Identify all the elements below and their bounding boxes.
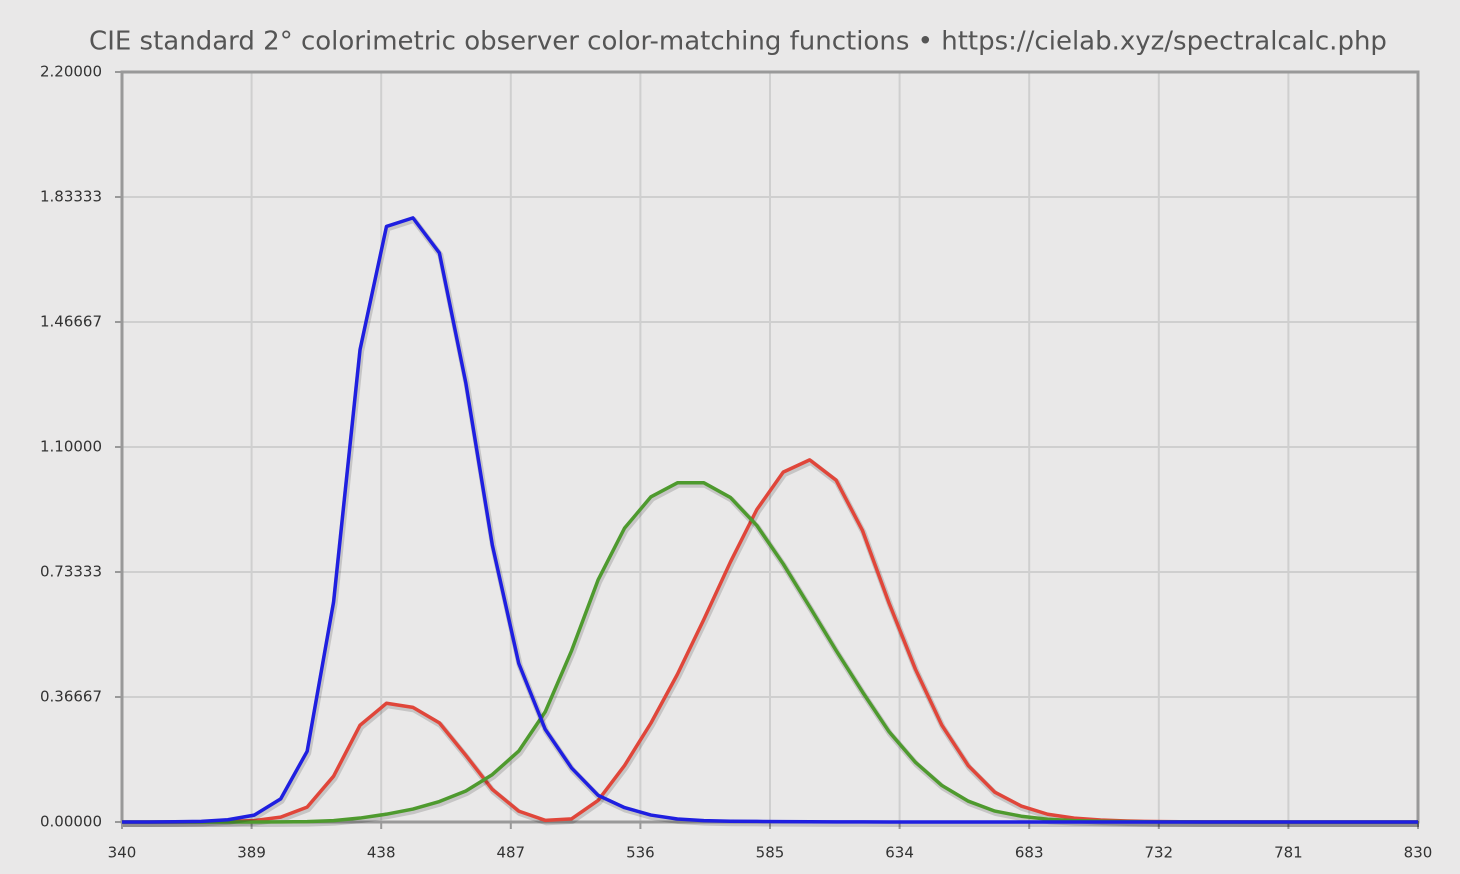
y-tick-label: 1.10000: [40, 438, 102, 456]
x-tick-label: 830: [1404, 844, 1433, 862]
y-tick-label: 2.20000: [40, 63, 102, 81]
y-tick-label: 0.73333: [40, 563, 102, 581]
y-tick-label: 0.36667: [40, 687, 102, 705]
x-tick-label: 438: [367, 844, 396, 862]
series-line: [122, 216, 1418, 824]
x-tick-label: 340: [108, 844, 137, 862]
x-tick-label: 585: [756, 844, 785, 862]
x-tick-label: 389: [237, 844, 266, 862]
chart-title: CIE standard 2° colorimetric observer co…: [89, 27, 1387, 57]
x-tick-label: 536: [626, 844, 655, 862]
x-tick-label: 781: [1274, 844, 1303, 862]
line-shadow: [123, 458, 1419, 827]
y-tick-label: 0.00000: [40, 813, 102, 831]
x-tick-label: 634: [885, 844, 914, 862]
x-tick-label: 683: [1015, 844, 1044, 862]
y-tick-label: 1.83333: [40, 188, 102, 206]
x-tick-label: 487: [496, 844, 525, 862]
x-tick-label: 732: [1144, 844, 1173, 862]
y-tick-label: 1.46667: [40, 312, 102, 330]
